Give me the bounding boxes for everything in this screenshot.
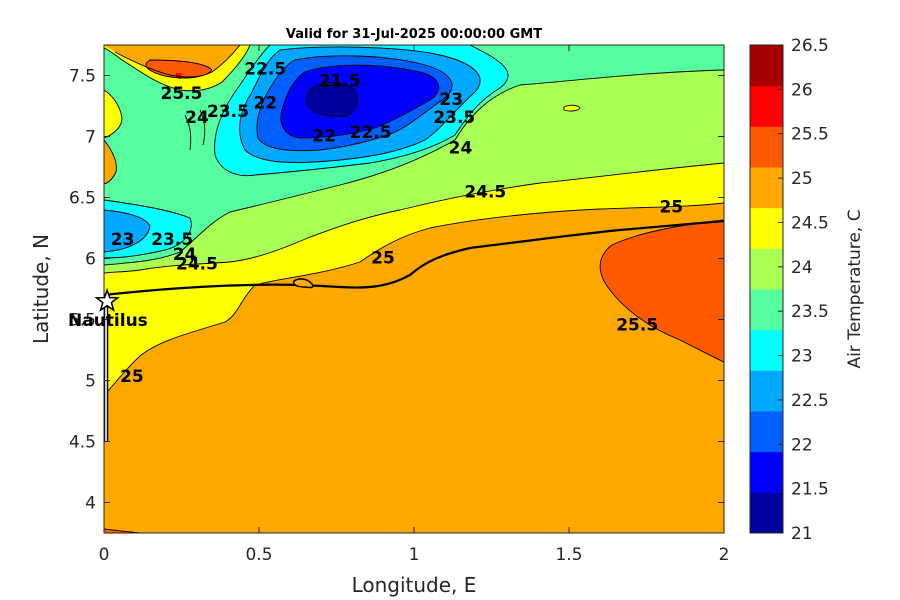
colorbar-swatch (750, 167, 783, 209)
contour-label: 25.5 (616, 316, 658, 336)
chart-title: Valid for 31-Jul-2025 00:00:00 GMT (286, 27, 542, 42)
axis-ticks: 0 0.5 1 1.5 244.555.566.577.5 (69, 45, 729, 565)
colorbar-swatch (750, 451, 783, 493)
y-tick-label: 5.5 (69, 311, 96, 331)
contour-labels: 21.522 22.522.522 2323.52424.5252525.52423… (111, 59, 683, 386)
x-tick-label: 0.5 (245, 545, 272, 565)
contour-label: 22.5 (350, 123, 392, 143)
colorbar-tick-label: 23.5 (791, 302, 829, 322)
star-icon (94, 287, 120, 312)
contour-field (104, 45, 724, 533)
contour-label: 24.5 (464, 183, 506, 203)
contour-label: 23 (111, 230, 135, 250)
colorbar-tick-label: 21 (791, 524, 813, 544)
colorbar-tick-label: 24 (791, 258, 813, 278)
colorbar-tick-label: 24.5 (791, 213, 829, 233)
y-tick-label: 7.5 (69, 67, 96, 87)
colorbar-tick-label: 21.5 (791, 480, 829, 500)
contour-label: 25 (659, 197, 683, 217)
colorbar-swatch (750, 45, 783, 87)
colorbar-swatch (750, 248, 783, 290)
colorbar-swatch (750, 411, 783, 453)
x-tick-label: 1 (409, 545, 420, 565)
x-tick-label: 1.5 (555, 545, 582, 565)
y-tick-label: 7 (85, 128, 96, 148)
station-marker: Nautilus (68, 287, 148, 331)
y-tick-label: 6 (85, 250, 96, 270)
band-25-5-right (600, 220, 724, 362)
colorbar-swatch (750, 126, 783, 168)
contour-label: 23.5 (207, 102, 249, 122)
contour-label: 23 (439, 90, 463, 110)
contour-label: 22.5 (244, 59, 286, 79)
colorbar-tick-label: 26 (791, 80, 813, 100)
x-tick-label: 2 (719, 545, 730, 565)
contour-label: 22 (253, 94, 277, 114)
colorbar-swatch (750, 492, 783, 534)
band-24-5-left (104, 90, 122, 138)
x-tick-label: 0 (99, 545, 110, 565)
colorbar-tick-label: 25.5 (791, 125, 829, 145)
y-tick-label: 4.5 (69, 433, 96, 453)
contour-label: 24 (185, 108, 209, 128)
colorbar-tick-label: 23 (791, 347, 813, 367)
band-25-left (104, 140, 117, 184)
contour-label: 25 (120, 367, 144, 387)
band-25-5-topleft (145, 60, 212, 78)
contour-label: 24 (173, 245, 197, 265)
band-21-5 (280, 65, 439, 138)
contour-label: 24 (449, 139, 473, 159)
lagoon (292, 278, 314, 289)
y-tick-label: 6.5 (69, 189, 96, 209)
contour-label: 25 (371, 249, 395, 269)
station-label: Nautilus (68, 311, 148, 331)
x-axis-label: Longitude, E (352, 573, 477, 597)
colorbar-tick-label: 25 (791, 169, 813, 189)
colorbar-frame (749, 44, 784, 534)
contour-label: 23.5 (433, 108, 475, 128)
colorbar-swatch (750, 85, 783, 127)
y-tick-label: 4 (85, 494, 96, 514)
colorbar-swatch (750, 329, 783, 371)
contour-lines (104, 45, 724, 533)
colorbar-tick-label: 22 (791, 435, 813, 455)
contour-label: 23.5 (151, 230, 193, 250)
colorbar-tick-label: 22.5 (791, 391, 829, 411)
y-axis-label: Latitude, N (29, 234, 53, 344)
colorbar-swatch (750, 370, 783, 412)
band-24-5-blob (564, 105, 580, 112)
contour-label: 22 (312, 127, 336, 147)
band-21 (306, 82, 358, 117)
y-tick-label: 5 (85, 372, 96, 392)
colorbar-tick-label: 26.5 (791, 36, 829, 56)
colorbar-label: Air Temperature, C (845, 209, 865, 368)
contour-label: 21.5 (319, 72, 361, 92)
colorbar-swatch (750, 289, 783, 331)
contour-label: 24.5 (176, 255, 218, 275)
contour-label: 25.5 (161, 84, 203, 104)
coastline (104, 219, 724, 297)
colorbar: 21 21.5 22 22.5 23 23.5 24 24.5 25 25.5 26 26.5 (749, 36, 829, 544)
colorbar-swatch (750, 207, 783, 249)
